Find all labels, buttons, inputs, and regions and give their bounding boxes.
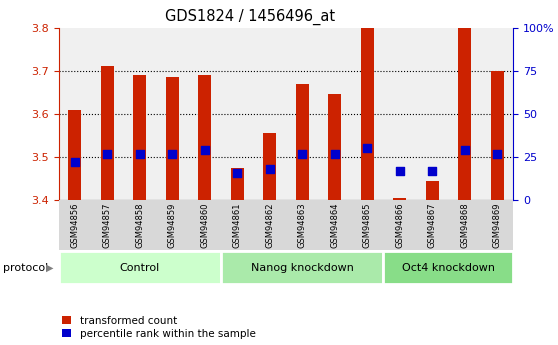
Point [103,151,112,156]
Point [70,159,79,165]
Bar [328,95,341,200]
Bar [68,109,81,200]
Point [298,151,307,156]
Text: GSM94862: GSM94862 [265,203,274,248]
Bar [360,28,374,200]
Text: GSM94863: GSM94863 [298,203,307,248]
Text: GSM94866: GSM94866 [395,203,404,248]
Text: GSM94867: GSM94867 [427,203,437,248]
Bar [458,28,471,200]
Text: GSM94861: GSM94861 [233,203,242,248]
FancyBboxPatch shape [59,252,221,284]
Text: GSM94868: GSM94868 [460,203,469,248]
Point [493,151,502,156]
Text: ▶: ▶ [46,263,54,273]
Text: protocol: protocol [3,263,48,273]
Text: GSM94858: GSM94858 [135,203,145,248]
Text: Oct4 knockdown: Oct4 knockdown [402,263,495,273]
Text: GSM94860: GSM94860 [200,203,209,248]
Text: Control: Control [119,263,160,273]
FancyBboxPatch shape [383,252,513,284]
Point [200,147,209,153]
Bar [231,168,244,200]
Bar [166,77,179,200]
Text: GSM94856: GSM94856 [70,203,79,248]
Text: GSM94857: GSM94857 [103,203,112,248]
Text: Nanog knockdown: Nanog knockdown [251,263,354,273]
Point [233,170,242,175]
Point [136,151,145,156]
Text: GSM94869: GSM94869 [493,203,502,248]
Text: GDS1824 / 1456496_at: GDS1824 / 1456496_at [165,9,335,25]
Bar [101,66,114,200]
Bar [393,198,406,200]
Bar [490,71,504,200]
Legend: transformed count, percentile rank within the sample: transformed count, percentile rank withi… [61,315,257,340]
Text: GSM94859: GSM94859 [168,203,177,248]
Bar [263,133,276,200]
Point [427,168,436,174]
Point [265,166,274,172]
Bar [426,181,439,200]
Point [168,151,177,156]
Bar [296,83,309,200]
FancyBboxPatch shape [221,252,383,284]
Bar [133,75,146,200]
Point [363,146,372,151]
Bar [198,75,211,200]
Point [330,151,339,156]
Point [460,147,469,153]
Point [395,168,404,174]
Text: GSM94865: GSM94865 [363,203,372,248]
Text: GSM94864: GSM94864 [330,203,339,248]
